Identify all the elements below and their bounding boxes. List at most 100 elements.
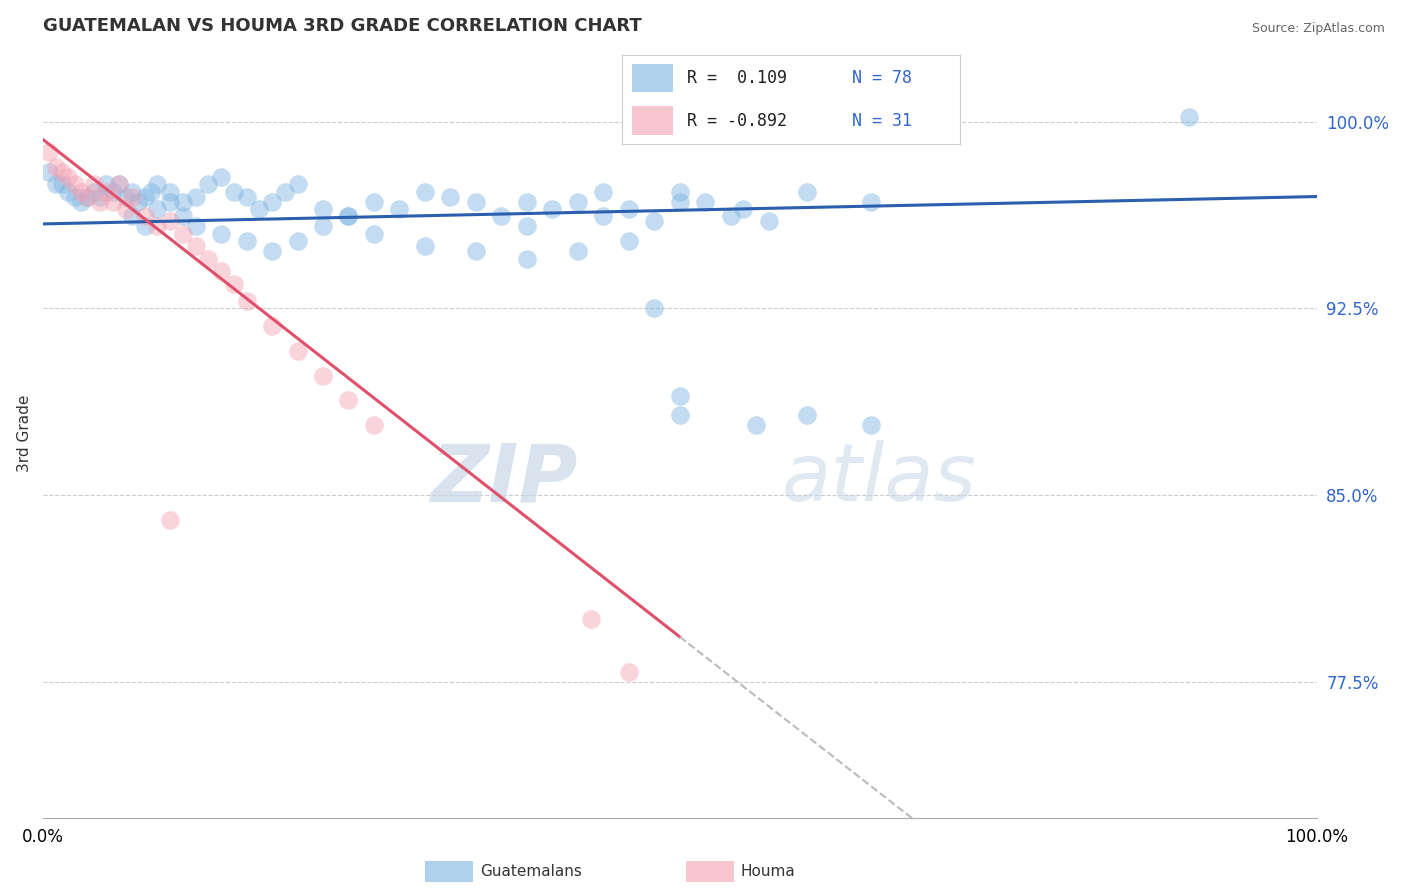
Point: [668, 185, 690, 199]
Point: [796, 409, 818, 423]
Point: [96, 185, 118, 199]
Point: [617, 202, 640, 216]
Point: [121, 189, 143, 203]
Y-axis label: 3rd Grade: 3rd Grade: [17, 394, 32, 472]
Point: [89, 194, 111, 209]
Point: [127, 194, 149, 209]
Text: ZIP: ZIP: [430, 440, 578, 518]
Text: atlas: atlas: [782, 440, 976, 518]
Point: [184, 219, 207, 234]
Point: [58, 169, 80, 184]
Point: [44, 160, 66, 174]
Point: [695, 194, 717, 209]
Point: [172, 227, 194, 241]
Point: [134, 189, 156, 203]
Point: [108, 177, 131, 191]
Point: [312, 219, 335, 234]
Point: [859, 418, 882, 433]
Point: [491, 210, 513, 224]
Point: [70, 185, 93, 199]
Point: [222, 185, 245, 199]
Point: [222, 277, 245, 291]
Point: [89, 189, 111, 203]
Point: [38, 164, 60, 178]
Point: [76, 189, 98, 203]
Point: [668, 409, 690, 423]
Point: [617, 235, 640, 249]
Point: [209, 264, 232, 278]
Text: GUATEMALAN VS HOUMA 3RD GRADE CORRELATION CHART: GUATEMALAN VS HOUMA 3RD GRADE CORRELATIO…: [42, 17, 641, 35]
Point: [262, 244, 284, 259]
Point: [758, 214, 780, 228]
Point: [184, 239, 207, 253]
Text: Houma: Houma: [741, 864, 796, 879]
Point: [159, 194, 181, 209]
Point: [516, 252, 538, 266]
FancyBboxPatch shape: [686, 861, 734, 882]
Point: [159, 214, 181, 228]
Point: [96, 177, 118, 191]
Point: [388, 202, 411, 216]
Point: [312, 368, 335, 383]
Point: [235, 189, 257, 203]
Point: [312, 202, 335, 216]
Point: [121, 210, 143, 224]
Point: [101, 194, 124, 209]
Point: [134, 219, 156, 234]
Point: [668, 194, 690, 209]
Point: [38, 145, 60, 159]
Point: [172, 210, 194, 224]
Point: [516, 194, 538, 209]
Point: [114, 189, 136, 203]
Point: [363, 194, 385, 209]
Text: Guatemalans: Guatemalans: [479, 864, 582, 879]
Point: [287, 235, 309, 249]
Point: [172, 194, 194, 209]
Point: [796, 185, 818, 199]
Point: [337, 393, 360, 408]
Point: [337, 210, 360, 224]
Point: [209, 169, 232, 184]
Point: [567, 194, 589, 209]
Point: [733, 202, 755, 216]
Point: [541, 202, 564, 216]
Point: [51, 164, 73, 178]
Point: [51, 177, 73, 191]
FancyBboxPatch shape: [425, 861, 474, 882]
Point: [592, 185, 614, 199]
Point: [464, 194, 486, 209]
Point: [159, 513, 181, 527]
Point: [592, 210, 614, 224]
Point: [209, 227, 232, 241]
Point: [146, 202, 169, 216]
Text: Source: ZipAtlas.com: Source: ZipAtlas.com: [1251, 22, 1385, 36]
Point: [121, 185, 143, 199]
Point: [70, 194, 93, 209]
Point: [1178, 110, 1201, 124]
Point: [197, 177, 219, 191]
Point: [579, 612, 602, 626]
Point: [184, 189, 207, 203]
Point: [108, 177, 131, 191]
Point: [58, 185, 80, 199]
Point: [464, 244, 486, 259]
Point: [235, 293, 257, 308]
Point: [235, 235, 257, 249]
Point: [668, 388, 690, 402]
Point: [439, 189, 461, 203]
Point: [139, 185, 162, 199]
Point: [413, 239, 436, 253]
Point: [287, 177, 309, 191]
Point: [44, 177, 66, 191]
Point: [83, 177, 105, 191]
Point: [287, 343, 309, 358]
Point: [363, 418, 385, 433]
Point: [274, 185, 297, 199]
Point: [745, 418, 768, 433]
Point: [720, 210, 742, 224]
Point: [197, 252, 219, 266]
Point: [413, 185, 436, 199]
Point: [859, 194, 882, 209]
Point: [643, 214, 665, 228]
Point: [159, 185, 181, 199]
